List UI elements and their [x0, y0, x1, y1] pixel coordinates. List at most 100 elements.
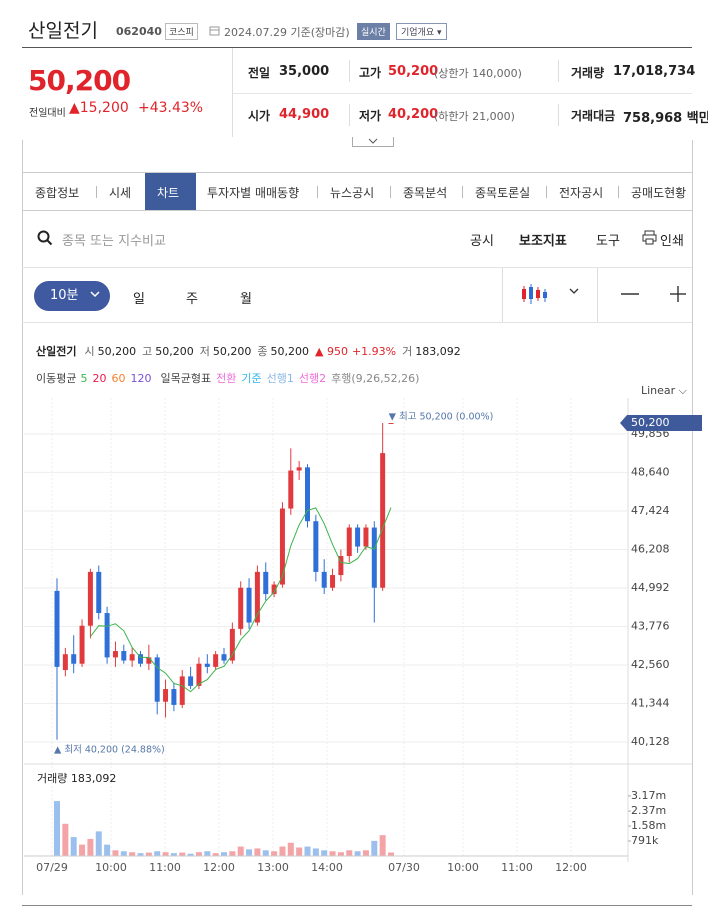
volume-bar — [62, 823, 69, 856]
tab[interactable]: 종목분석 — [403, 186, 448, 200]
volume-bar — [137, 853, 144, 856]
toolbar-button[interactable]: 공시 — [470, 234, 494, 249]
y-tick-label: 46,208 — [631, 542, 670, 555]
volume-bar — [120, 851, 127, 856]
quote-rate: +1.93% — [351, 345, 397, 358]
legend-item: 120 — [130, 372, 152, 385]
candle-body — [112, 651, 118, 658]
tab[interactable]: 종합정보 — [35, 186, 80, 200]
legend-label: 일목균형표 — [160, 372, 212, 385]
active-tab-bg — [145, 173, 196, 210]
candle-body — [196, 663, 202, 686]
legend-item: 60 — [111, 372, 126, 385]
period-label: 10분 — [50, 288, 79, 303]
toolbar-button[interactable]: 도구 — [596, 234, 620, 249]
chevron[interactable] — [568, 288, 580, 296]
period[interactable]: 월 — [240, 292, 252, 307]
candle-body — [229, 628, 235, 661]
expand-toggle[interactable] — [352, 137, 394, 147]
volume-bar — [162, 852, 169, 856]
zoom-out[interactable] — [620, 286, 640, 302]
volume-bar — [54, 801, 60, 856]
calendar-icon — [209, 26, 220, 36]
summary-value: 44,900 — [279, 107, 330, 122]
y-tick-label: 40,128 — [631, 735, 670, 748]
volume-bar — [287, 842, 294, 856]
volume-bar — [362, 850, 369, 856]
sep — [349, 60, 350, 82]
quote-change: ▲ 950 — [314, 345, 348, 358]
tab-sep — [462, 186, 463, 198]
sep — [349, 104, 350, 126]
period[interactable]: 주 — [186, 292, 198, 307]
tab[interactable]: 투자자별 매매동향 — [207, 186, 300, 200]
tab-sep — [96, 186, 97, 198]
tab[interactable]: 뉴스공시 — [330, 186, 375, 200]
candle-body — [271, 584, 277, 595]
indicator-legend: 이동평균 5 20 60 120 일목균형표 전환 기준 선행1 선행2 후행(9,26,52,26… — [36, 370, 424, 386]
y-tick-label: 41,344 — [631, 696, 670, 709]
sep — [558, 104, 559, 126]
sep — [597, 268, 598, 322]
y-tick-label: 44,992 — [631, 581, 670, 594]
price-divider — [232, 48, 233, 137]
candle-body — [321, 571, 327, 588]
x-tick-label: 14:00 — [311, 861, 343, 874]
toolbar-button[interactable]: 인쇄 — [660, 234, 684, 249]
toolbar-button[interactable]: 보조지표 — [519, 234, 567, 249]
x-tick-label: 13:00 — [257, 861, 289, 874]
candle-body — [171, 689, 177, 705]
candle-body — [62, 654, 68, 671]
volume-bar — [229, 851, 236, 856]
period[interactable]: 일 — [133, 292, 145, 307]
chart-type-icon[interactable] — [520, 282, 550, 306]
volume-bar — [388, 852, 394, 856]
candle-body — [296, 467, 302, 471]
tab[interactable]: 차트 — [157, 186, 180, 200]
current-price: 50,200 — [28, 64, 131, 97]
quote-value: 50,200 — [155, 345, 194, 358]
y-tick-label: 42,560 — [631, 658, 670, 671]
period-active[interactable]: 10분 — [34, 281, 110, 311]
x-tick-label: 11:00 — [501, 861, 533, 874]
candle-body — [79, 625, 85, 664]
volume-bar — [279, 846, 286, 856]
print-icon — [642, 230, 657, 245]
company-button[interactable]: 기업개요 ▾ — [396, 23, 447, 40]
candle-body — [254, 571, 260, 623]
tab[interactable]: 공매도현황 — [631, 186, 687, 200]
volume-bar — [112, 850, 119, 856]
volume-bar — [212, 853, 219, 856]
quote-label: 저 — [199, 345, 210, 358]
candle-body — [163, 689, 169, 702]
search-placeholder[interactable]: 종목 또는 지수비교 — [62, 234, 166, 249]
legend-item: 기준 — [241, 372, 262, 385]
x-tick-label: 11:00 — [149, 861, 181, 874]
scale-toggle[interactable]: Linear ⌵ — [641, 384, 688, 397]
quote-value: 183,092 — [415, 345, 461, 358]
title: 산일전기 — [28, 20, 98, 42]
quote-name: 산일전기 — [36, 345, 77, 358]
realtime-badge[interactable]: 실시간 — [357, 23, 390, 40]
last-price-tag — [620, 415, 702, 432]
tab[interactable]: 종목토론실 — [475, 186, 531, 200]
zoom-in[interactable] — [669, 285, 687, 303]
candle-body — [121, 651, 127, 661]
tab[interactable]: 시세 — [109, 186, 132, 200]
chevron — [368, 138, 378, 144]
volume-title: 거래량 183,092 — [37, 772, 116, 785]
legend-label: 이동평균 — [36, 372, 77, 385]
candle-body — [179, 676, 185, 705]
volume-bar — [221, 852, 227, 856]
candle-body — [338, 556, 344, 576]
candle-body — [263, 571, 269, 595]
sep — [558, 60, 559, 82]
tab-sep — [317, 186, 318, 198]
candle-body — [305, 467, 310, 522]
quote-line: 산일전기 시 50,200 고 50,200 저 50,200 종 50,200 ▲ 950 +1.… — [36, 343, 461, 359]
tab[interactable]: 전자공시 — [559, 186, 604, 200]
summary-label: 저가 — [359, 109, 382, 123]
market-badge: 코스피 — [165, 23, 198, 40]
search-icon — [37, 230, 53, 246]
